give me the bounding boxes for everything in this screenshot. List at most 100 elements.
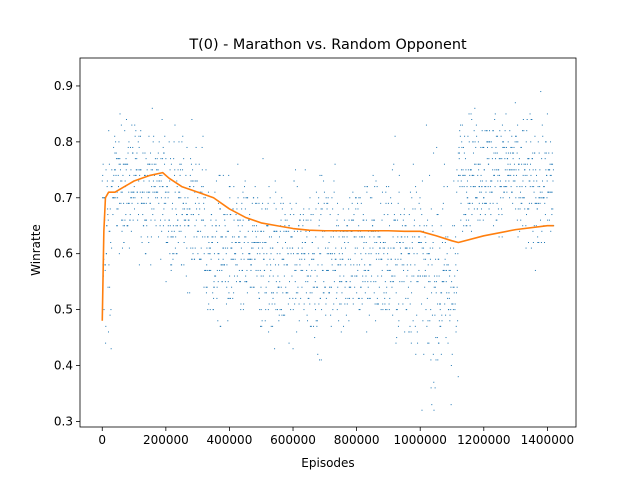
scatter-point	[272, 247, 274, 249]
scatter-point	[505, 146, 507, 148]
scatter-point	[268, 186, 270, 188]
scatter-point	[495, 219, 497, 221]
scatter-point	[172, 253, 174, 255]
scatter-point	[145, 202, 147, 204]
scatter-point	[235, 281, 237, 283]
scatter-point	[356, 292, 358, 294]
scatter-point	[107, 214, 109, 216]
scatter-point	[260, 230, 262, 232]
scatter-point	[288, 225, 290, 227]
scatter-point	[252, 286, 254, 288]
scatter-point	[226, 214, 228, 216]
scatter-point	[428, 281, 430, 283]
scatter-point	[239, 230, 241, 232]
scatter-point	[359, 236, 361, 238]
scatter-point	[491, 191, 493, 193]
scatter-point	[207, 236, 209, 238]
scatter-point	[541, 158, 543, 160]
scatter-point	[327, 197, 329, 199]
scatter-point	[536, 202, 538, 204]
scatter-point	[315, 236, 317, 238]
scatter-point	[458, 152, 460, 154]
x-tick-label: 1200000	[457, 433, 510, 447]
scatter-point	[498, 158, 500, 160]
scatter-point	[353, 219, 355, 221]
scatter-point	[293, 253, 294, 255]
scatter-point	[378, 286, 380, 288]
scatter-point	[242, 253, 244, 255]
scatter-point	[336, 292, 338, 294]
scatter-point	[176, 253, 178, 255]
scatter-point	[155, 197, 157, 199]
scatter-point	[402, 219, 404, 221]
scatter-point	[452, 303, 454, 305]
scatter-point	[530, 119, 532, 120]
scatter-point	[149, 202, 151, 204]
scatter-point	[273, 202, 275, 204]
scatter-point	[131, 202, 133, 204]
scatter-point	[340, 264, 342, 266]
scatter-point	[548, 152, 550, 154]
scatter-point	[330, 314, 332, 316]
scatter-point	[306, 236, 308, 238]
scatter-point	[182, 208, 184, 210]
scatter-point	[435, 258, 437, 260]
scatter-point	[539, 191, 541, 193]
scatter-point	[326, 253, 328, 255]
scatter-point	[450, 404, 452, 406]
scatter-point	[233, 236, 235, 238]
scatter-point	[298, 225, 300, 227]
scatter-point	[240, 247, 242, 249]
scatter-point	[151, 208, 153, 210]
scatter-point	[172, 202, 174, 204]
scatter-point	[145, 158, 147, 160]
scatter-point	[149, 163, 151, 165]
scatter-point	[304, 169, 306, 171]
scatter-point	[509, 197, 511, 199]
scatter-point	[494, 169, 496, 171]
scatter-point	[317, 264, 319, 266]
scatter-point	[199, 191, 201, 193]
scatter-point	[229, 297, 231, 299]
scatter-point	[235, 253, 237, 255]
scatter-point	[226, 264, 228, 266]
scatter-point	[540, 91, 542, 93]
scatter-point	[287, 292, 289, 294]
scatter-point	[119, 113, 121, 115]
scatter-point	[391, 202, 393, 204]
scatter-point	[347, 242, 349, 243]
scatter-point	[137, 141, 139, 143]
scatter-point	[416, 253, 418, 255]
scatter-point	[361, 297, 363, 299]
scatter-point	[103, 197, 105, 199]
scatter-point	[485, 202, 487, 204]
scatter-point	[383, 214, 385, 216]
scatter-point	[421, 303, 423, 305]
scatter-point	[523, 197, 525, 199]
scatter-point	[429, 174, 431, 176]
scatter-point	[310, 214, 312, 216]
scatter-point	[535, 225, 537, 227]
scatter-point	[314, 269, 316, 271]
scatter-point	[515, 135, 517, 137]
scatter-point	[177, 242, 179, 243]
scatter-point	[162, 225, 164, 227]
scatter-point	[217, 320, 219, 322]
scatter-point	[128, 141, 130, 143]
scatter-point	[152, 214, 154, 216]
scatter-point	[387, 247, 389, 249]
scatter-point	[552, 163, 554, 165]
scatter-point	[543, 186, 545, 188]
scatter-point	[473, 208, 475, 210]
scatter-point	[121, 180, 123, 182]
scatter-point	[194, 247, 196, 249]
scatter-point	[446, 264, 448, 266]
scatter-point	[524, 174, 526, 176]
scatter-point	[439, 303, 441, 305]
scatter-point	[534, 269, 536, 271]
scatter-point	[102, 174, 104, 176]
scatter-point	[237, 219, 239, 221]
scatter-point	[284, 314, 286, 316]
scatter-point	[381, 191, 383, 193]
scatter-point	[188, 208, 190, 210]
